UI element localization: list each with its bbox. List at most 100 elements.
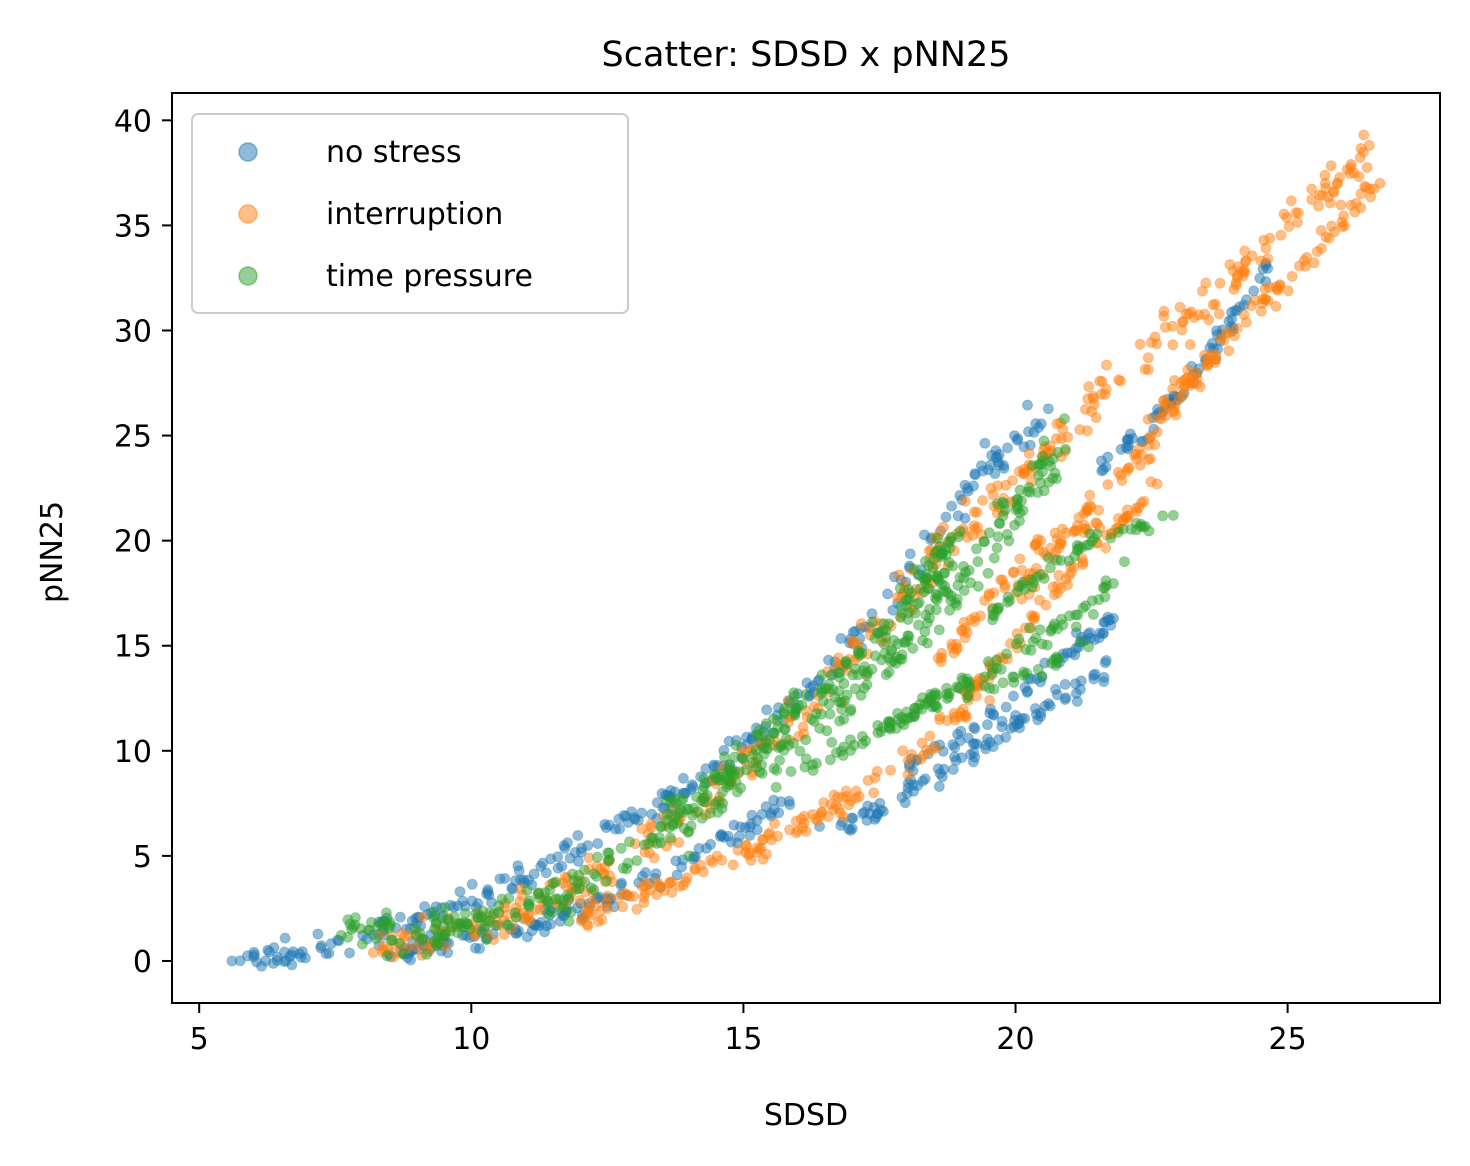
scatter-point bbox=[832, 667, 844, 679]
scatter-point bbox=[991, 542, 1003, 554]
scatter-point bbox=[969, 506, 980, 518]
scatter-point bbox=[1209, 357, 1221, 368]
scatter-point bbox=[621, 863, 633, 875]
scatter-point bbox=[735, 782, 747, 794]
scatter-point bbox=[1001, 648, 1013, 660]
scatter-point bbox=[346, 923, 358, 935]
scatter-point bbox=[920, 555, 931, 567]
scatter-point bbox=[1325, 160, 1337, 172]
scatter-point bbox=[398, 948, 410, 960]
scatter-point bbox=[393, 937, 405, 949]
y-tick-label: 30 bbox=[114, 314, 152, 349]
scatter-point bbox=[994, 518, 1006, 530]
scatter-point bbox=[1070, 621, 1082, 633]
scatter-point bbox=[325, 938, 337, 950]
scatter-point bbox=[1118, 556, 1130, 568]
scatter-point bbox=[1223, 345, 1235, 357]
scatter-point bbox=[1059, 694, 1071, 705]
legend-marker bbox=[238, 266, 258, 286]
scatter-point bbox=[1003, 535, 1015, 547]
scatter-point bbox=[1089, 668, 1101, 680]
scatter-point bbox=[1050, 683, 1061, 695]
scatter-point bbox=[472, 898, 484, 909]
scatter-point bbox=[1069, 524, 1081, 536]
scatter-point bbox=[1278, 208, 1290, 220]
scatter-point bbox=[563, 915, 575, 927]
scatter-point bbox=[1050, 651, 1062, 663]
scatter-point bbox=[1331, 178, 1343, 190]
scatter-point bbox=[1066, 647, 1078, 659]
legend-label: interruption bbox=[326, 197, 503, 232]
scatter-point bbox=[454, 886, 466, 898]
scatter-point bbox=[1096, 465, 1108, 477]
scatter-point bbox=[438, 929, 450, 941]
scatter-point bbox=[1002, 442, 1013, 454]
scatter-point bbox=[1298, 255, 1310, 266]
scatter-point bbox=[1047, 472, 1058, 484]
scatter-point bbox=[271, 951, 283, 963]
scatter-point bbox=[895, 600, 907, 612]
scatter-point bbox=[887, 604, 899, 616]
scatter-point bbox=[639, 880, 651, 892]
scatter-point bbox=[1041, 639, 1053, 651]
scatter-point bbox=[896, 653, 908, 665]
scatter-point bbox=[537, 857, 549, 869]
scatter-point bbox=[885, 717, 897, 729]
scatter-point bbox=[992, 480, 1004, 492]
scatter-point bbox=[1012, 433, 1024, 445]
scatter-point bbox=[916, 737, 928, 749]
scatter-point bbox=[809, 813, 821, 825]
scatter-point bbox=[1002, 591, 1014, 603]
scatter-point bbox=[1255, 305, 1267, 317]
scatter-point bbox=[592, 838, 604, 850]
scatter-point bbox=[572, 830, 584, 841]
scatter-point bbox=[965, 577, 977, 589]
scatter-point bbox=[826, 736, 838, 748]
scatter-point bbox=[522, 898, 534, 910]
scatter-point bbox=[995, 574, 1007, 586]
scatter-point bbox=[1306, 194, 1318, 206]
scatter-point bbox=[466, 878, 478, 890]
scatter-point bbox=[1016, 564, 1028, 576]
legend-item: time pressure bbox=[238, 259, 533, 294]
scatter-point bbox=[1262, 295, 1274, 307]
legend: no stress interruption time pressure bbox=[191, 113, 629, 314]
scatter-point bbox=[903, 594, 915, 605]
scatter-point bbox=[513, 865, 525, 877]
scatter-point bbox=[911, 598, 923, 610]
scatter-point bbox=[601, 875, 612, 887]
scatter-point bbox=[1062, 431, 1074, 443]
y-tick-label: 40 bbox=[114, 104, 152, 139]
scatter-point bbox=[984, 694, 996, 706]
scatter-point bbox=[439, 902, 451, 913]
scatter-point bbox=[1091, 528, 1103, 540]
scatter-point bbox=[1098, 671, 1110, 683]
scatter-point bbox=[719, 751, 730, 763]
scatter-point bbox=[1059, 678, 1071, 690]
scatter-point bbox=[651, 838, 663, 849]
scatter-point bbox=[959, 632, 971, 644]
scatter-point bbox=[869, 650, 881, 662]
scatter-point bbox=[1239, 245, 1251, 257]
scatter-point bbox=[839, 695, 851, 707]
scatter-point bbox=[1157, 510, 1169, 522]
scatter-point bbox=[904, 548, 916, 560]
scatter-point bbox=[934, 711, 946, 722]
scatter-point bbox=[880, 625, 892, 637]
scatter-point bbox=[1070, 609, 1082, 621]
scatter-point bbox=[727, 859, 739, 871]
scatter-point bbox=[582, 840, 594, 852]
scatter-point bbox=[971, 738, 983, 750]
scatter-point bbox=[870, 811, 882, 823]
scatter-point bbox=[675, 795, 687, 807]
scatter-point bbox=[847, 669, 859, 681]
scatter-point bbox=[868, 787, 880, 799]
scatter-point bbox=[1363, 140, 1375, 151]
scatter-point bbox=[800, 825, 812, 837]
scatter-point bbox=[226, 955, 238, 967]
scatter-point bbox=[1066, 566, 1077, 578]
scatter-point bbox=[817, 695, 829, 707]
scatter-point bbox=[810, 708, 822, 719]
scatter-point bbox=[971, 543, 982, 555]
scatter-point bbox=[767, 727, 779, 739]
